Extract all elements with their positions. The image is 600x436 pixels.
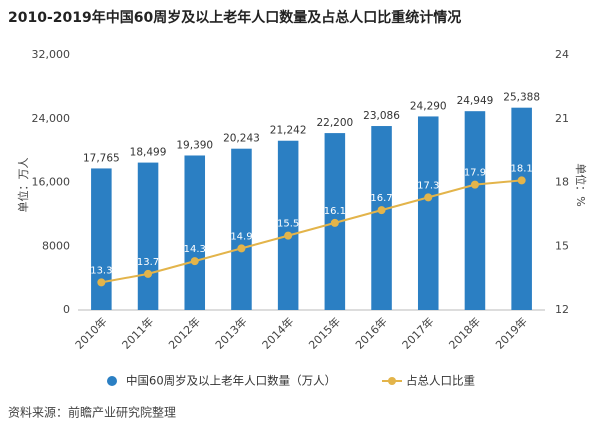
bar <box>91 168 112 310</box>
y-tick-label: 16,000 <box>32 176 71 189</box>
y-tick-label: 24,000 <box>32 112 71 125</box>
x-tick-label: 2018年 <box>446 314 483 351</box>
bar-value-label: 22,200 <box>316 117 353 129</box>
y2-tick-label: 15 <box>555 239 569 252</box>
line-point <box>97 278 106 287</box>
bar <box>137 162 159 310</box>
line-value-label: 13.3 <box>90 265 112 276</box>
bar-value-label: 21,242 <box>270 125 307 137</box>
line-point <box>330 218 339 227</box>
line-point <box>517 176 526 185</box>
line-value-label: 17.3 <box>417 180 439 191</box>
bar-value-label: 19,390 <box>176 139 213 151</box>
y2-tick-label: 18 <box>555 176 569 189</box>
bar-value-label: 18,499 <box>130 147 167 159</box>
bar <box>231 148 252 310</box>
line-value-label: 16.7 <box>370 193 392 204</box>
y-tick-label: 0 <box>63 303 70 316</box>
line-value-label: 14.9 <box>230 231 252 242</box>
legend-label: 中国60周岁及以上老年人口数量（万人） <box>126 374 336 388</box>
chart-title: 2010-2019年中国60周岁及以上老年人口数量及占总人口比重统计情况 <box>8 9 461 26</box>
line-value-label: 14.3 <box>184 244 206 255</box>
y2-tick-label: 12 <box>555 303 569 316</box>
legend-label: 占总人口比重 <box>406 374 475 388</box>
bar-value-label: 17,765 <box>83 152 120 164</box>
line-point <box>377 206 386 215</box>
x-tick-label: 2019年 <box>492 314 529 351</box>
x-tick-label: 2016年 <box>352 314 389 351</box>
y2-axis-title: 单位：% <box>574 163 588 206</box>
y-tick-label: 32,000 <box>32 48 71 61</box>
line-value-label: 18.1 <box>511 163 533 174</box>
y-tick-label: 8000 <box>42 239 70 252</box>
x-tick-label: 2014年 <box>259 314 296 351</box>
bar-value-label: 24,290 <box>410 100 447 112</box>
x-tick-label: 2010年 <box>72 314 109 351</box>
bar <box>511 107 532 310</box>
bar <box>184 155 206 310</box>
x-tick-label: 2017年 <box>399 314 436 351</box>
x-tick-label: 2012年 <box>166 314 203 351</box>
line-point <box>424 193 433 202</box>
y2-tick-label: 24 <box>555 48 569 61</box>
legend-swatch <box>388 377 396 385</box>
x-tick-label: 2015年 <box>306 314 343 351</box>
line <box>101 179 522 284</box>
bar <box>417 116 439 311</box>
line-point <box>470 180 479 189</box>
bar-value-label: 23,086 <box>363 110 400 122</box>
line-point <box>144 269 153 278</box>
line-value-label: 15.5 <box>277 219 299 230</box>
x-tick-label: 2011年 <box>119 314 156 351</box>
line-value-label: 17.9 <box>464 168 486 179</box>
x-tick-label: 2013年 <box>212 314 249 351</box>
line-point <box>190 257 199 266</box>
source: 资料来源：前瞻产业研究院整理 <box>8 405 176 420</box>
bar-value-label: 20,243 <box>223 133 260 145</box>
legend-swatch <box>107 376 117 386</box>
bar <box>464 111 486 310</box>
line-value-label: 16.1 <box>324 206 346 217</box>
line-point <box>237 244 246 253</box>
bar-value-label: 24,949 <box>457 95 494 107</box>
y-axis-title: 单位：万人 <box>16 158 30 213</box>
bar-value-label: 25,388 <box>503 92 540 104</box>
line-point <box>284 231 293 240</box>
line-value-label: 13.7 <box>137 257 159 268</box>
bar <box>277 140 299 310</box>
y2-tick-label: 21 <box>555 112 569 125</box>
bar <box>371 126 392 310</box>
